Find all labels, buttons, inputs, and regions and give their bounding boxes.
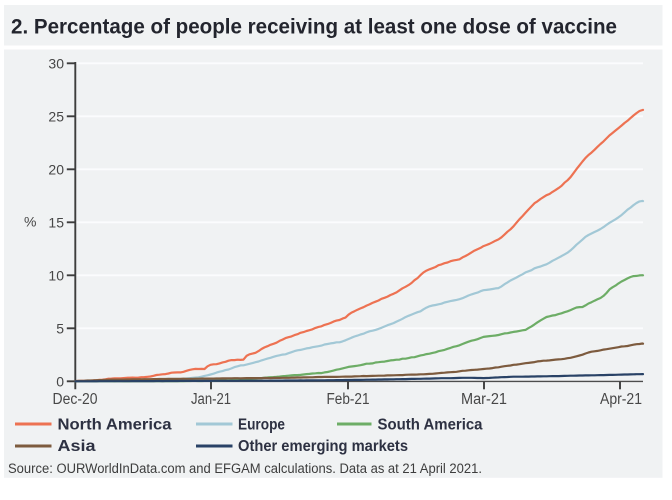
svg-text:%: % <box>24 213 36 229</box>
svg-text:Other emerging markets: Other emerging markets <box>238 438 408 455</box>
svg-text:2. Percentage of people receiv: 2. Percentage of people receiving at lea… <box>11 16 617 39</box>
svg-text:Feb-21: Feb-21 <box>327 391 370 408</box>
svg-text:Apr-21: Apr-21 <box>600 391 642 408</box>
svg-text:Asia: Asia <box>58 438 96 455</box>
svg-text:Source: OURWorldInData.com and: Source: OURWorldInData.com and EFGAM cal… <box>8 461 482 476</box>
svg-text:15: 15 <box>48 214 64 230</box>
svg-text:5: 5 <box>56 320 64 336</box>
svg-text:30: 30 <box>48 55 64 71</box>
svg-text:20: 20 <box>48 161 64 177</box>
svg-text:10: 10 <box>48 267 64 283</box>
svg-text:Europe: Europe <box>238 416 285 433</box>
svg-text:Jan-21: Jan-21 <box>191 391 231 408</box>
svg-text:25: 25 <box>48 108 64 124</box>
svg-text:North America: North America <box>58 416 172 433</box>
svg-text:Dec-20: Dec-20 <box>53 391 98 408</box>
svg-text:0: 0 <box>56 373 64 389</box>
svg-text:Mar-21: Mar-21 <box>461 391 507 408</box>
svg-text:South America: South America <box>378 416 483 433</box>
